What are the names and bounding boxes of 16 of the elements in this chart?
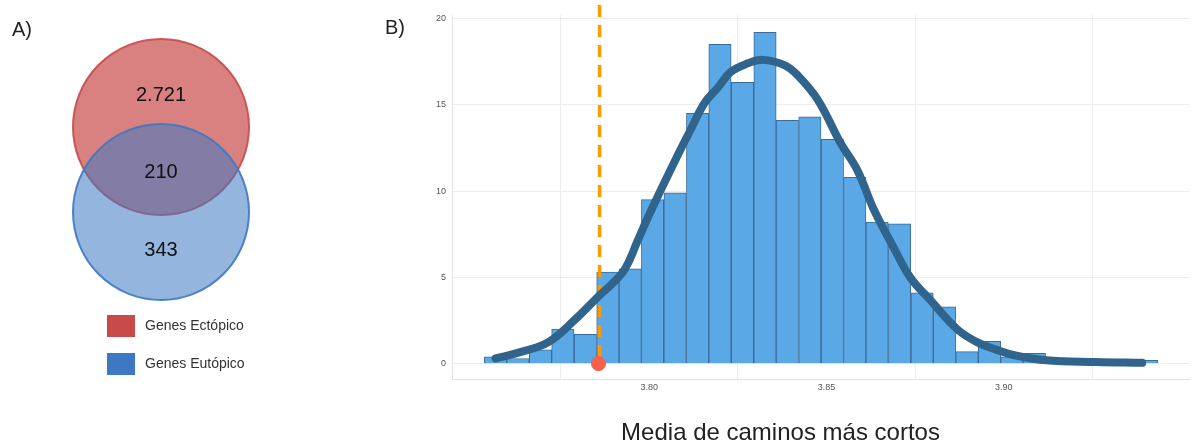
chart-title: B) [385,15,405,38]
legend-label: Genes Eutópico [145,354,245,371]
text: 343 [144,237,178,260]
x-tick-label: 3.85 [817,382,836,393]
x-axis-title: Media de caminos más cortos [621,417,940,445]
y-tick-label: 20 [436,12,447,23]
text: A) [12,17,32,40]
y-tick-label: 0 [441,358,447,369]
text: 210 [144,159,178,182]
x-tick-label: 3.80 [640,382,658,393]
text: 2.721 [135,82,187,105]
y-tick-label: 5 [441,271,447,282]
y-tick-label: 10 [436,185,447,196]
x-tick-label: 3.90 [995,382,1013,393]
y-tick-label: 15 [436,99,447,110]
legend-label: Genes Ectópico [145,316,245,333]
